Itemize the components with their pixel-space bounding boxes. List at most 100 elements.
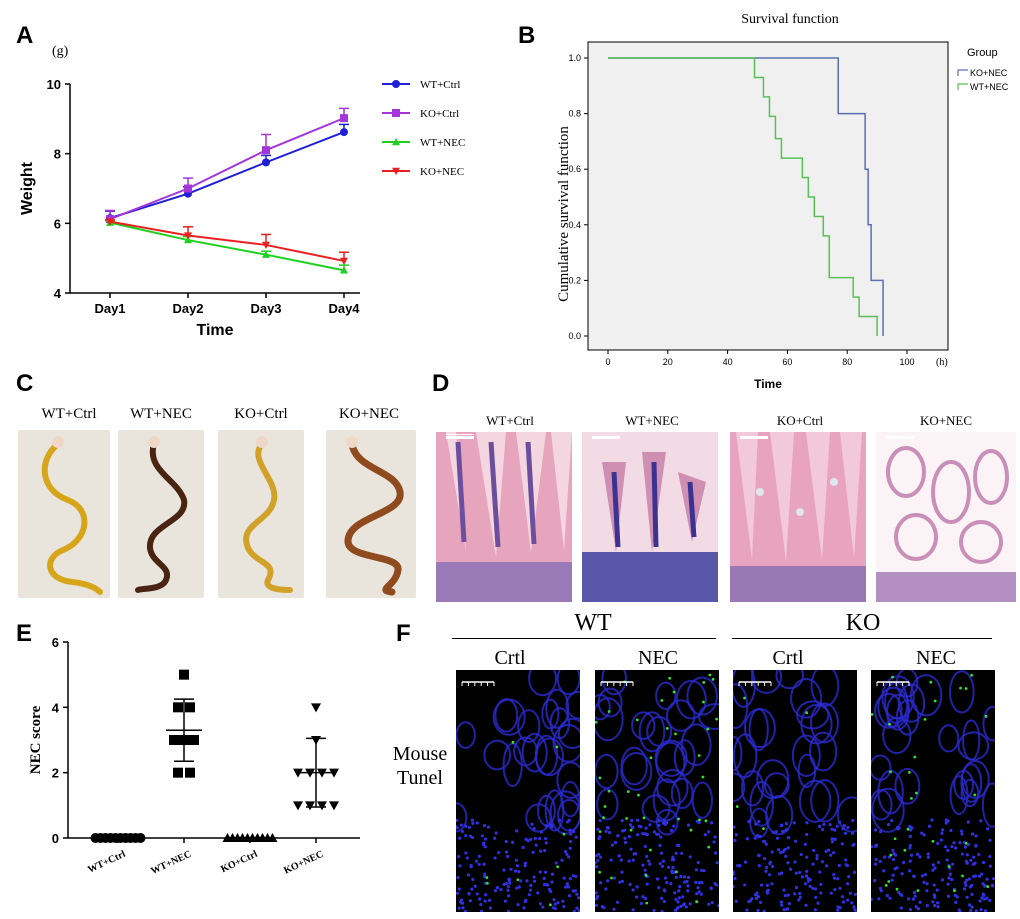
nucleus-dot [733,838,737,843]
nucleus-dot [969,909,973,912]
tunel-positive-dot [907,770,911,774]
nucleus-dot [784,829,788,833]
nucleus-dot [764,869,768,873]
nucleus-dot [503,899,507,903]
nucleus-dot [595,861,597,865]
tunel-positive-dot [701,775,705,779]
nucleus-dot [681,903,686,907]
histo-label-ko-nec: KO+NEC [919,413,973,428]
nuclei-ring [655,808,679,836]
nec-point [189,735,199,745]
nucleus-dot [804,874,809,878]
tunel-positive-dot [603,805,607,808]
nucleus-dot [623,836,627,840]
nucleus-dot [745,837,749,841]
nucleus-dot [631,888,635,892]
nucleus-dot [526,839,530,843]
nucleus-dot [930,818,934,822]
nucleus-dot [850,831,855,835]
nucleus-dot [560,858,564,862]
nuclei-ring [790,678,823,719]
survival-x-tick-label: 100 [899,357,914,367]
tunel-positive-dot [598,830,602,834]
nucleus-dot [838,820,842,824]
nucleus-dot [895,825,900,830]
nucleus-dot [985,877,989,881]
weight-point [184,184,192,193]
nucleus-dot [556,901,560,905]
nucleus-dot [893,867,897,871]
nucleus-dot [782,848,787,852]
nucleus-dot [757,820,761,824]
nucleus-dot [714,851,718,855]
nucleus-dot [743,860,748,864]
nucleus-dot [508,881,512,885]
nucleus-dot [847,875,851,879]
tunel-cond-ko-nec: NEC [916,647,956,669]
nucleus-dot [883,855,887,859]
nucleus-dot [922,833,926,837]
nucleus-dot [524,898,528,902]
nucleus-dot [553,902,557,906]
nucleus-dot [873,878,877,883]
nec-x-tick-label: KO+Ctrl [219,849,259,876]
nucleus-dot [595,891,598,895]
tunel-positive-dot [984,714,988,718]
nucleus-dot [781,829,785,834]
weight-y-label: Weight [19,161,36,215]
nucleus-dot [824,864,829,868]
nucleus-dot [551,906,556,910]
tunel-positive-dot [888,722,891,726]
nucleus-dot [940,831,944,835]
tunel-positive-dot [516,878,520,882]
nucleus-dot [988,864,992,868]
nucleus-dot [565,852,569,857]
nucleus-dot [515,864,519,868]
tunel-positive-dot [929,680,933,684]
nucleus-dot [568,828,572,832]
nucleus-dot [673,908,678,912]
nucleus-dot [610,843,615,847]
nucleus-dot [826,848,831,852]
nuclei-ring [808,731,838,772]
nucleus-dot [965,853,969,857]
weight-series-line [109,117,345,221]
tunel-positive-dot [607,789,611,793]
nucleus-dot [660,910,664,912]
nucleus-dot [852,870,857,874]
survival-legend-title: Group [967,47,998,59]
nucleus-dot [925,882,929,886]
nucleus-dot [641,895,645,899]
nucleus-dot [759,883,764,887]
nucleus-dot [612,907,616,911]
nucleus-dot [517,870,521,874]
nucleus-dot [639,901,643,905]
nucleus-dot [764,865,769,869]
nucleus-dot [510,840,515,844]
nec-score-scatter: 0 2 4 6 NEC score WT+Ctrl WT+NEC KO+Ctrl KO+NEC [28,635,360,877]
nucleus-dot [682,875,687,879]
nucleus-dot [464,824,468,828]
nucleus-dot [908,907,913,912]
nucleus-dot [852,842,856,847]
nuclei-ring [620,751,653,791]
nec-point [135,833,146,843]
weight-y-tick-label: 8 [54,147,61,162]
nuclei-ring [556,670,580,696]
nucleus-dot [479,909,484,912]
nucleus-dot [627,834,632,839]
tunel-positive-dot [913,755,917,759]
nec-group-ko-ctrl [222,833,278,842]
tunel-positive-dot [635,718,639,722]
nucleus-dot [684,905,688,909]
gut-photo-ko-ctrl [218,430,304,598]
nucleus-dot [931,863,935,867]
nucleus-dot [616,834,620,838]
nuclei-ring [886,693,910,731]
nucleus-dot [569,832,573,836]
nucleus-dot [468,899,472,903]
nuclei-ring [675,679,707,720]
nec-y-tick-label: 6 [52,635,59,650]
nec-group-wt-nec [166,669,202,778]
nucleus-dot [461,906,465,910]
